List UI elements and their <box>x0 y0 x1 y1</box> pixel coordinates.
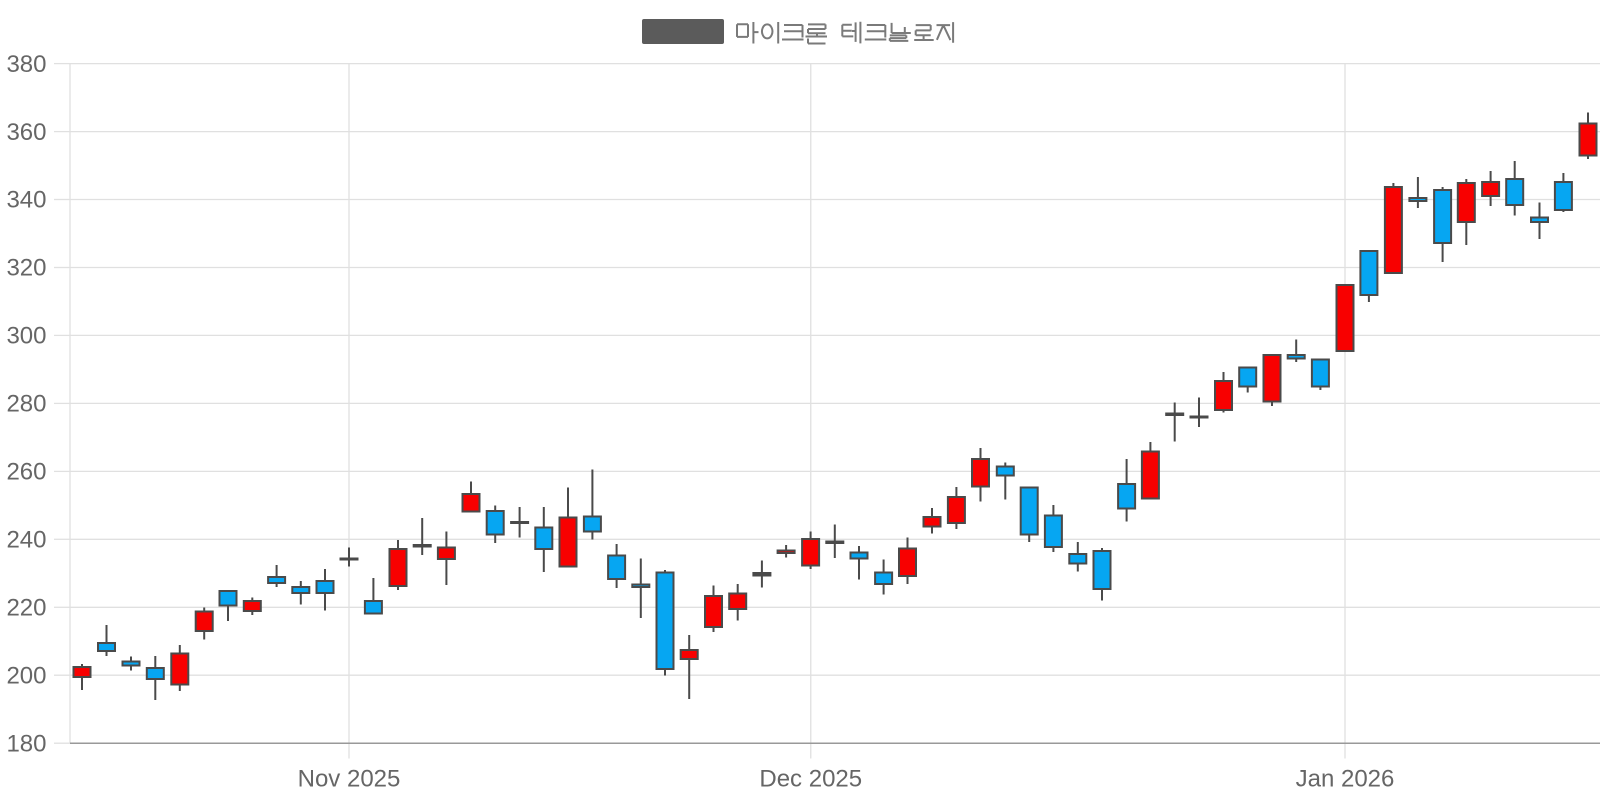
svg-text:200: 200 <box>6 662 46 689</box>
svg-text:Dec 2025: Dec 2025 <box>759 766 862 793</box>
svg-text:240: 240 <box>6 527 46 554</box>
svg-text:180: 180 <box>6 730 46 757</box>
svg-text:360: 360 <box>6 119 46 146</box>
svg-text:320: 320 <box>6 255 46 282</box>
svg-text:380: 380 <box>6 51 46 78</box>
svg-text:280: 280 <box>6 391 46 418</box>
svg-text:220: 220 <box>6 595 46 622</box>
svg-text:300: 300 <box>6 323 46 350</box>
svg-text:Jan 2026: Jan 2026 <box>1296 766 1395 793</box>
svg-text:340: 340 <box>6 187 46 214</box>
svg-text:260: 260 <box>6 459 46 486</box>
svg-text:Nov 2025: Nov 2025 <box>298 766 401 793</box>
